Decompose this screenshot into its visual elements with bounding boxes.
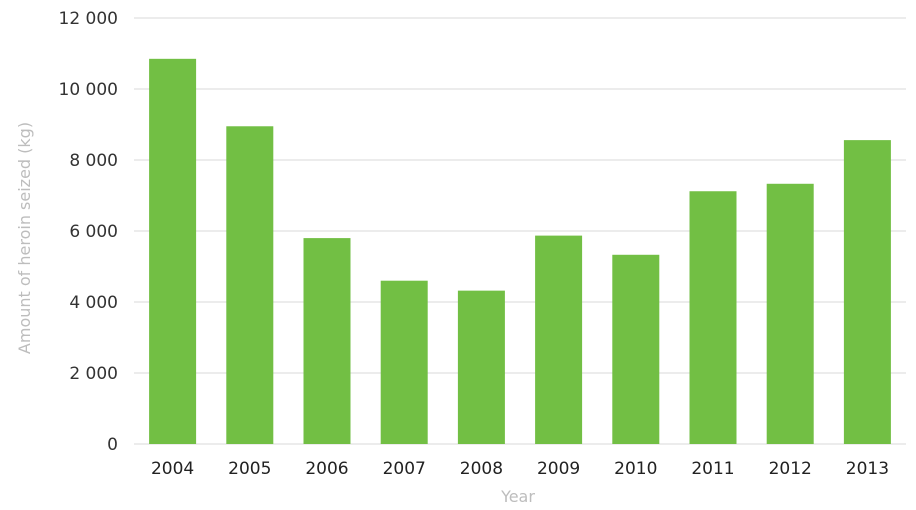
x-tick-label: 2011 — [691, 459, 734, 479]
bars — [149, 58, 891, 445]
bar-2007 — [380, 280, 428, 444]
x-tick-label: 2004 — [151, 459, 194, 479]
x-tick-label: 2013 — [846, 459, 889, 479]
bar-2012 — [766, 183, 814, 444]
bar-2006 — [303, 238, 351, 444]
y-tick-label: 6 000 — [69, 222, 118, 242]
bar-2008 — [457, 290, 505, 444]
x-tick-label: 2006 — [305, 459, 348, 479]
y-tick-label: 0 — [107, 435, 118, 455]
x-tick-label: 2009 — [537, 459, 580, 479]
bar-2005 — [226, 126, 274, 445]
y-tick-label: 2 000 — [69, 364, 118, 384]
y-axis-title: Amount of heroin seized (kg) — [15, 122, 34, 354]
x-tick-label: 2010 — [614, 459, 657, 479]
x-axis-title: Year — [500, 487, 535, 506]
y-axis-ticks: 0 2 000 4 000 6 000 8 000 10 000 12 000 — [59, 9, 118, 455]
bar-2010 — [612, 254, 660, 444]
bar-2011 — [689, 191, 737, 444]
y-tick-label: 4 000 — [69, 293, 118, 313]
x-tick-label: 2012 — [769, 459, 812, 479]
x-tick-label: 2007 — [383, 459, 426, 479]
y-tick-label: 8 000 — [69, 151, 118, 171]
bar-2013 — [843, 140, 891, 444]
x-axis-ticks: 2004 2005 2006 2007 2008 2009 2010 2011 2012 2013 — [151, 459, 889, 479]
x-tick-label: 2008 — [460, 459, 503, 479]
x-tick-label: 2005 — [228, 459, 271, 479]
y-tick-label: 12 000 — [59, 9, 118, 29]
bar-2009 — [535, 235, 583, 444]
bar-2004 — [149, 58, 197, 444]
y-tick-label: 10 000 — [59, 80, 118, 100]
